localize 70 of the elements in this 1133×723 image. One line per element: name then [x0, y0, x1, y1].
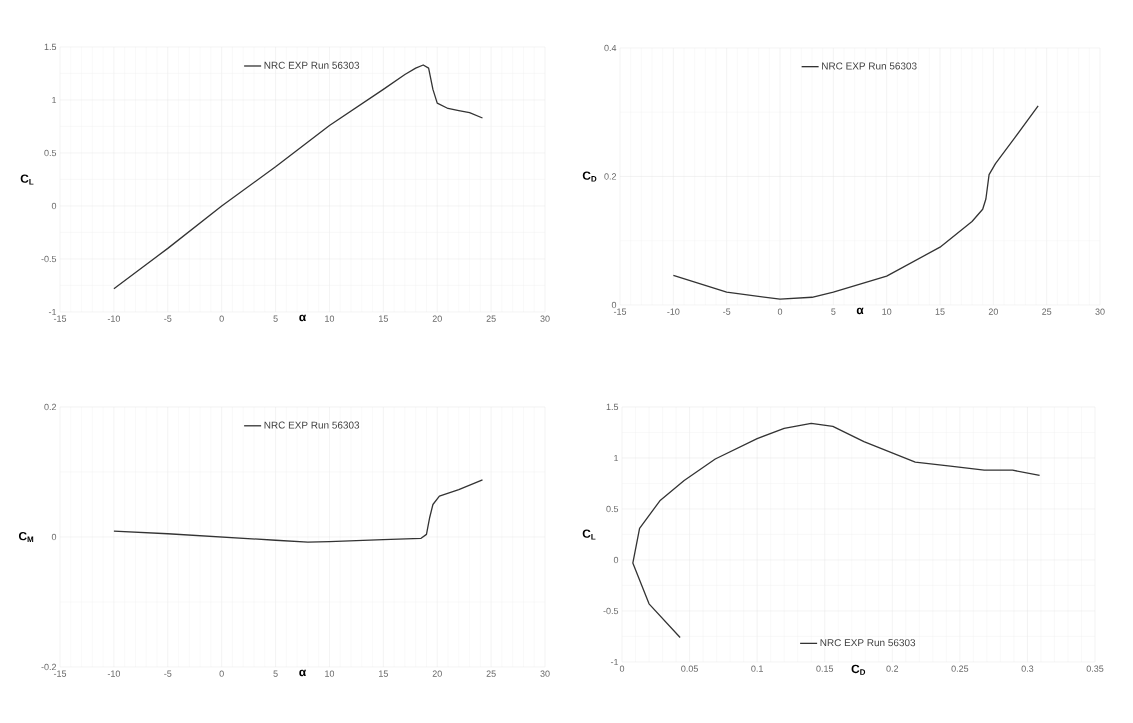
y-tick-label: 0 [51, 533, 57, 541]
y-tick-label: 0 [613, 556, 619, 564]
x-tick-label: -5 [164, 670, 172, 677]
x-tick-label: -10 [107, 315, 121, 322]
x-tick-label: -5 [723, 308, 731, 315]
y-tick-label: 1.5 [606, 403, 619, 411]
x-tick-label: 30 [1095, 308, 1105, 315]
y-tick-label: 1.5 [44, 43, 57, 51]
y-tick-label: 0.2 [44, 403, 57, 411]
x-tick-label: 0 [777, 308, 783, 315]
y-tick-label: -0.5 [41, 255, 57, 263]
x-tick-label: 5 [831, 308, 836, 315]
x-tick-label: -15 [53, 670, 67, 677]
x-tick-label: 15 [935, 308, 945, 315]
x-tick-label: 20 [432, 315, 442, 322]
x-tick-label: 10 [325, 670, 335, 677]
y-tick-label: 0.5 [44, 149, 57, 157]
x-tick-label: -15 [613, 308, 627, 315]
x-tick-label: 0.1 [751, 665, 763, 672]
line-series [672, 105, 1039, 300]
line-series [632, 422, 1041, 639]
legend-label: NRC EXP Run 56303 [264, 61, 360, 69]
x-tick-label: 5 [273, 670, 278, 677]
legend-label: NRC EXP Run 56303 [822, 62, 917, 70]
x-tick-label: 25 [486, 670, 496, 677]
y-tick-label: 0.4 [604, 44, 617, 52]
x-axis-title: α [856, 307, 864, 315]
legend-label: NRC EXP Run 56303 [264, 421, 360, 429]
y-tick-label: 0.2 [604, 173, 617, 180]
x-axis-title: α [299, 314, 307, 322]
x-axis-title: α [299, 669, 307, 677]
y-tick-label: -1 [610, 658, 619, 666]
x-tick-label: 15 [379, 315, 388, 322]
y-tick-label: -1 [48, 308, 57, 316]
x-tick-label: 0.25 [951, 665, 969, 672]
x-tick-label: -15 [53, 315, 67, 322]
y-tick-label: 1 [52, 96, 57, 104]
x-tick-label: 15 [379, 670, 388, 677]
y-tick-label: 0 [611, 301, 617, 309]
y-axis-title: C$_{D}$ [582, 171, 597, 182]
x-tick-label: 0.2 [886, 665, 899, 672]
y-tick-label: 1 [614, 454, 619, 462]
y-tick-label: -0.2 [41, 663, 57, 671]
x-tick-label: 5 [273, 315, 278, 322]
x-tick-label: -10 [107, 670, 121, 677]
x-tick-label: 20 [988, 308, 998, 315]
y-axis-title: C$_{L}$ [20, 174, 34, 185]
y-tick-label: -0.5 [603, 607, 619, 615]
x-tick-label: 30 [540, 670, 550, 677]
x-tick-label: 20 [432, 670, 442, 677]
x-tick-label: 0 [619, 665, 625, 672]
y-axis-title: C$_{L}$ [582, 529, 596, 540]
x-tick-label: 10 [882, 308, 892, 315]
x-tick-label: 0.35 [1086, 665, 1104, 672]
y-tick-label: 0 [51, 202, 57, 210]
x-tick-label: 30 [540, 315, 550, 322]
x-tick-label: 25 [486, 315, 496, 322]
x-tick-label: 0.15 [816, 665, 834, 672]
x-tick-label: -10 [667, 308, 680, 315]
x-tick-label: -5 [164, 315, 172, 322]
y-axis-title: C$_{M}$ [18, 531, 34, 543]
x-tick-label: 0 [219, 670, 224, 677]
legend-label: NRC EXP Run 56303 [820, 639, 916, 647]
x-tick-label: 25 [1042, 308, 1052, 315]
x-axis-title: C$_{D}$ [851, 664, 866, 675]
y-tick-label: 0.5 [606, 505, 619, 513]
x-tick-label: 0.3 [1021, 665, 1034, 672]
x-tick-label: 0 [219, 315, 224, 322]
x-tick-label: 10 [325, 315, 335, 322]
x-tick-label: 0.05 [681, 665, 698, 672]
